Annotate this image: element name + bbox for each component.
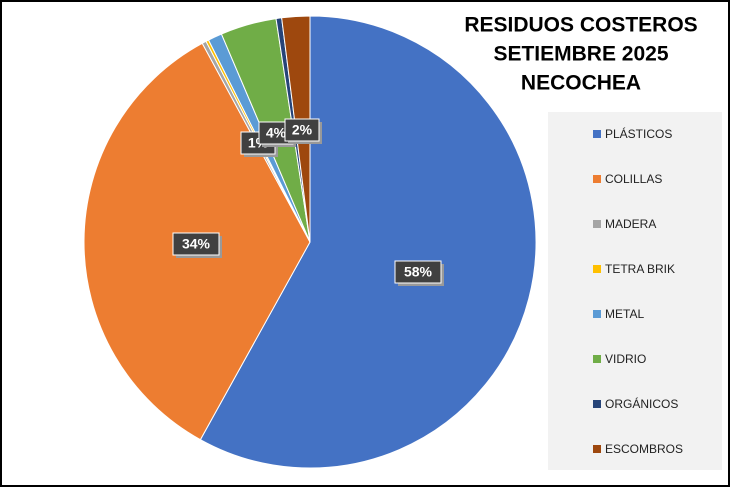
legend: PLÁSTICOS COLILLAS MADERA TETRA BRIK METAL VI… <box>593 126 683 456</box>
legend-swatch <box>593 175 601 183</box>
data-label-box <box>394 260 442 284</box>
chart-title: RESIDUOS COSTEROS <box>464 14 697 37</box>
data-label-box <box>284 118 320 142</box>
legend-swatch <box>593 265 601 273</box>
legend-label: ESCOMBROS <box>605 442 683 456</box>
legend-label: ORGÁNICOS <box>605 396 678 411</box>
data-label: 4% <box>266 125 287 141</box>
legend-label: TETRA BRIK <box>605 262 675 276</box>
legend-label: METAL <box>605 307 644 321</box>
legend-swatch <box>593 355 601 363</box>
legend-swatch <box>593 400 601 408</box>
data-label: 34% <box>182 236 211 252</box>
legend-label: MADERA <box>605 217 656 231</box>
legend-swatch <box>593 220 601 228</box>
legend-box <box>548 112 722 470</box>
data-label-box <box>172 232 220 256</box>
data-labels: 58%34%1%4% 2% <box>172 118 444 286</box>
legend-swatch <box>593 445 601 453</box>
data-label: 58% <box>404 264 433 280</box>
data-label: 2% <box>292 122 313 138</box>
chart-title: SETIEMBRE 2025 <box>493 43 668 66</box>
legend-label: PLÁSTICOS <box>605 126 672 141</box>
legend-swatch <box>593 310 601 318</box>
chart-title: NECOCHEA <box>521 72 641 95</box>
pie <box>83 15 537 469</box>
legend-swatch <box>593 130 601 138</box>
legend-label: COLILLAS <box>605 172 662 186</box>
legend-label: VIDRIO <box>605 352 646 366</box>
pie-slice <box>199 15 537 469</box>
